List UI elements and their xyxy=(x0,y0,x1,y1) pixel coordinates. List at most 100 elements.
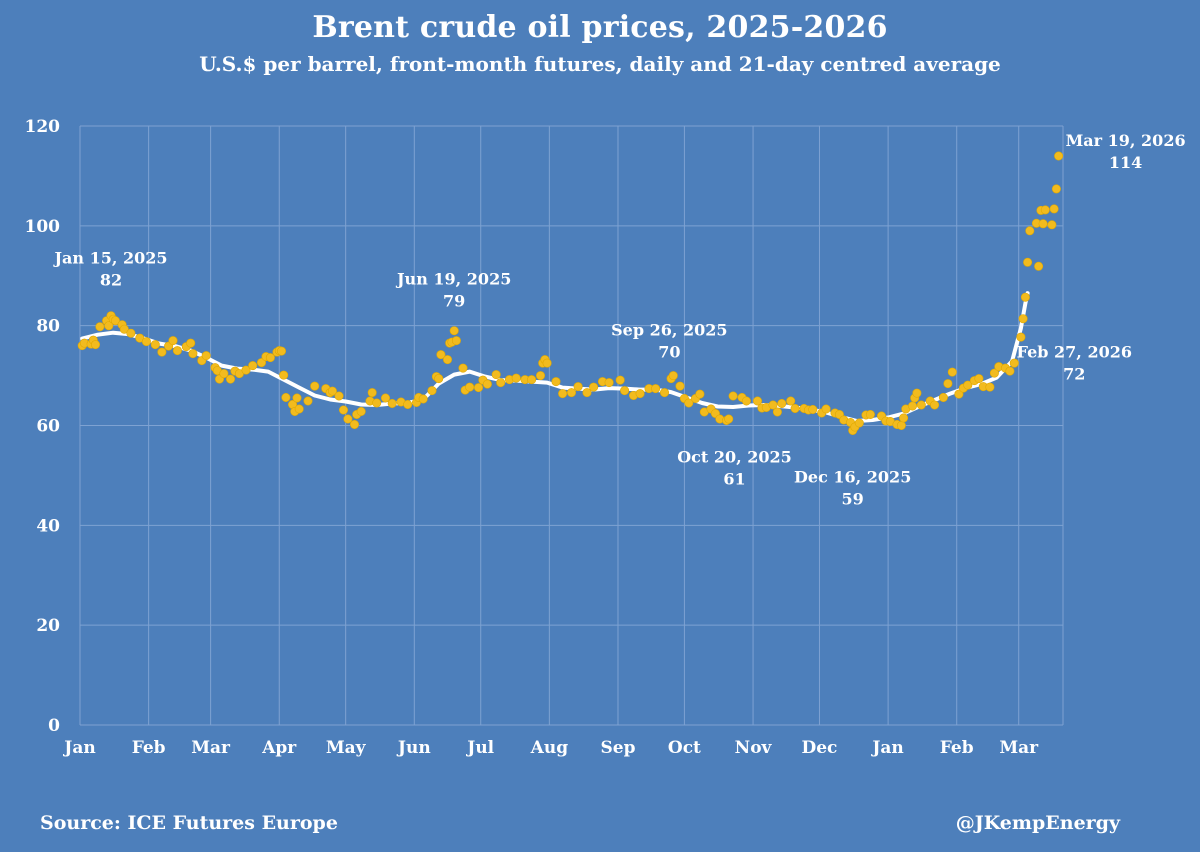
annotation-date-label: Jan 15, 2025 xyxy=(52,249,167,268)
annotation-value-label: 59 xyxy=(842,489,864,508)
daily-price-point xyxy=(334,391,344,401)
daily-price-point xyxy=(403,399,413,409)
daily-price-point xyxy=(436,350,446,360)
daily-price-point xyxy=(930,400,940,410)
annotation-date-label: Sep 26, 2025 xyxy=(611,321,727,340)
author-handle: @JKempEnergy xyxy=(955,812,1120,834)
daily-price-point xyxy=(491,370,501,380)
annotation-date-label: Jun 19, 2025 xyxy=(395,270,511,289)
daily-price-point xyxy=(724,414,734,424)
annotation-value-label: 70 xyxy=(658,343,680,362)
daily-price-point xyxy=(168,336,178,346)
daily-price-point xyxy=(418,394,428,404)
x-tick-label: Nov xyxy=(735,738,773,758)
daily-price-point xyxy=(473,383,483,393)
daily-price-point xyxy=(91,340,101,350)
daily-price-point xyxy=(248,361,258,371)
daily-price-point xyxy=(741,396,751,406)
daily-price-point xyxy=(542,358,552,368)
x-axis-ticks: Jan Feb Mar Apr May Jun Jul Aug Sep Oct Nov Dec Jan F… xyxy=(62,738,1039,758)
daily-price-point xyxy=(451,336,461,346)
daily-price-point xyxy=(1009,358,1019,368)
daily-price-point xyxy=(1005,366,1015,376)
daily-price-point xyxy=(675,381,685,391)
daily-price-point xyxy=(387,398,397,408)
y-tick-label: 120 xyxy=(25,117,61,137)
daily-price-point xyxy=(573,382,583,392)
x-tick-label: Mar xyxy=(191,738,231,758)
daily-price-point xyxy=(659,388,669,398)
daily-price-point xyxy=(684,398,694,408)
daily-price-point xyxy=(896,420,906,430)
daily-price-point xyxy=(558,389,568,399)
x-tick-label: Feb xyxy=(940,738,974,758)
average-line-layer xyxy=(80,291,1030,423)
daily-price-point xyxy=(201,351,211,361)
x-tick-label: Feb xyxy=(132,738,166,758)
daily-price-point xyxy=(668,371,678,381)
annotation-date-label: Dec 16, 2025 xyxy=(794,467,911,486)
x-tick-label: Sep xyxy=(601,738,636,758)
x-tick-label: Jan xyxy=(62,738,95,758)
x-tick-label: Jan xyxy=(870,738,903,758)
daily-price-point xyxy=(899,413,909,423)
daily-price-point xyxy=(938,392,948,402)
daily-price-point xyxy=(1038,219,1048,229)
daily-price-point xyxy=(527,375,537,385)
daily-price-point xyxy=(954,389,964,399)
annotation-value-label: 82 xyxy=(100,271,122,290)
daily-price-point xyxy=(989,368,999,378)
daily-price-point xyxy=(912,388,922,398)
annotation-date-label: Oct 20, 2025 xyxy=(677,448,792,467)
daily-price-point xyxy=(535,371,545,381)
daily-price-point xyxy=(1051,184,1061,194)
daily-price-point xyxy=(728,391,738,401)
daily-price-point xyxy=(615,375,625,385)
daily-price-point xyxy=(226,374,236,384)
daily-price-point xyxy=(808,404,818,414)
daily-price-point xyxy=(188,349,198,359)
x-tick-label: Aug xyxy=(530,738,569,758)
source-note: Source: ICE Futures Europe xyxy=(40,812,338,834)
annotation-value-label: 72 xyxy=(1063,365,1085,384)
daily-price-point xyxy=(786,396,796,406)
daily-price-point xyxy=(292,393,302,403)
daily-price-point xyxy=(219,369,229,379)
daily-price-point xyxy=(865,409,875,419)
daily-price-point xyxy=(186,338,196,348)
daily-price-point xyxy=(95,322,105,332)
daily-price-point xyxy=(150,340,160,350)
daily-price-point xyxy=(821,404,831,414)
y-tick-label: 20 xyxy=(36,616,60,636)
x-tick-label: Dec xyxy=(802,738,838,758)
daily-price-point xyxy=(752,396,762,406)
daily-price-point xyxy=(276,346,286,356)
daily-price-point xyxy=(768,400,778,410)
daily-price-point xyxy=(442,355,452,365)
daily-price-point xyxy=(349,419,359,429)
daily-price-point xyxy=(651,384,661,394)
annotation-value-label: 114 xyxy=(1109,153,1142,172)
daily-points-layer xyxy=(77,151,1064,435)
annotation-date-label: Mar 19, 2026 xyxy=(1066,131,1186,150)
daily-price-point xyxy=(777,398,787,408)
daily-price-point xyxy=(427,386,437,396)
chart-subtitle: U.S.$ per barrel, front-month futures, d… xyxy=(199,52,1001,76)
daily-price-point xyxy=(582,388,592,398)
daily-price-point xyxy=(1018,314,1028,324)
daily-price-point xyxy=(963,380,973,390)
y-tick-label: 100 xyxy=(25,217,61,237)
x-tick-label: Jul xyxy=(465,738,494,758)
y-tick-label: 40 xyxy=(36,516,60,536)
daily-price-point xyxy=(449,326,459,336)
daily-price-point xyxy=(772,407,782,417)
annotation-value-label: 79 xyxy=(443,292,465,311)
daily-price-point xyxy=(916,400,926,410)
daily-price-point xyxy=(1016,332,1026,342)
daily-price-point xyxy=(947,367,957,377)
x-tick-label: Jun xyxy=(396,738,431,758)
daily-price-point xyxy=(265,353,275,363)
annotation-value-label: 61 xyxy=(723,470,745,489)
annotation-date-label: Feb 27, 2026 xyxy=(1017,343,1132,362)
